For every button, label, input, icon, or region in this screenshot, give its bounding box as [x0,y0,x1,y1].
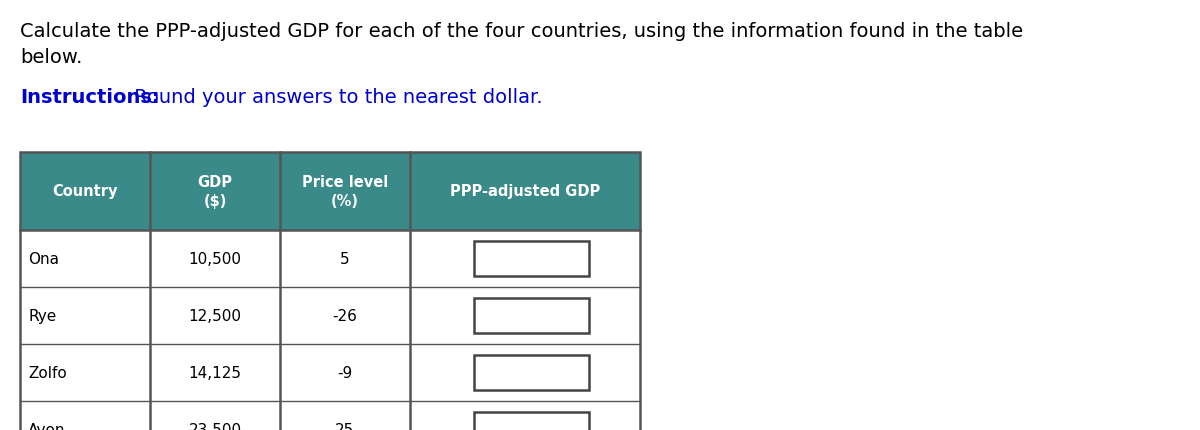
Text: Zolfo: Zolfo [28,365,67,380]
Bar [410,401,640,430]
Text: Avon: Avon [28,422,66,430]
Bar [20,401,150,430]
Bar [20,230,150,287]
Bar [280,401,410,430]
Bar [150,153,280,230]
Bar [150,287,280,344]
Text: 10,500: 10,500 [188,252,241,266]
Text: 5: 5 [340,252,350,266]
Bar [410,230,640,287]
Text: Country: Country [53,184,118,199]
Text: Round your answers to the nearest dollar.: Round your answers to the nearest dollar… [128,88,542,107]
Bar [474,356,589,390]
Text: PPP-adjusted GDP: PPP-adjusted GDP [450,184,600,199]
Bar [20,153,150,230]
Bar [280,287,410,344]
Bar [410,287,640,344]
Bar [474,242,589,276]
Bar [280,153,410,230]
Text: 12,500: 12,500 [188,308,241,323]
Bar [410,344,640,401]
Text: Price level
(%): Price level (%) [302,174,388,209]
Text: -26: -26 [332,308,358,323]
Bar [280,230,410,287]
Bar [150,401,280,430]
Text: 23,500: 23,500 [188,422,241,430]
Text: Rye: Rye [28,308,56,323]
Text: 14,125: 14,125 [188,365,241,380]
Bar [20,344,150,401]
Bar [474,299,589,333]
Text: Ona: Ona [28,252,59,266]
Text: below.: below. [20,48,83,67]
Text: Calculate the PPP-adjusted GDP for each of the four countries, using the informa: Calculate the PPP-adjusted GDP for each … [20,22,1024,41]
Bar [20,153,640,430]
Text: 25: 25 [335,422,355,430]
Bar [474,412,589,430]
Text: GDP
($): GDP ($) [198,174,233,209]
Bar [280,344,410,401]
Bar [150,230,280,287]
Text: Instructions:: Instructions: [20,88,160,107]
Text: -9: -9 [337,365,353,380]
Bar [20,287,150,344]
Bar [150,344,280,401]
Bar [410,153,640,230]
